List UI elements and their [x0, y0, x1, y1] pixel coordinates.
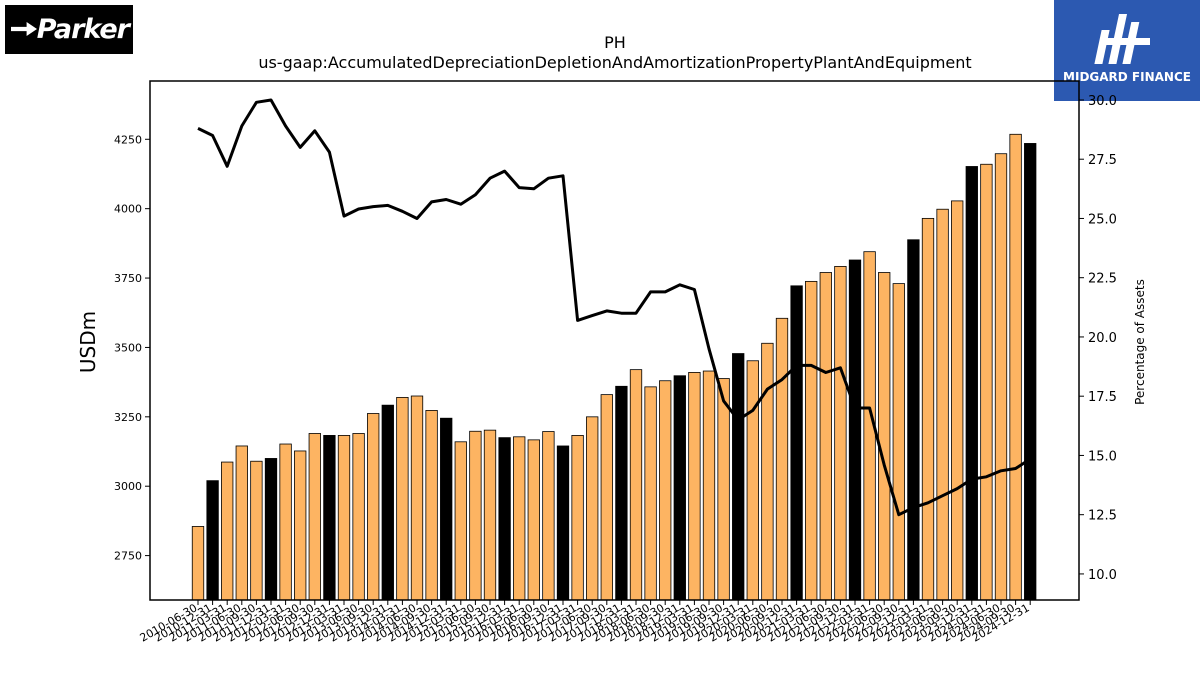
bar	[396, 396, 409, 601]
bar	[513, 436, 526, 601]
bar	[732, 353, 745, 601]
bar	[542, 431, 555, 601]
bar	[323, 435, 336, 601]
bar	[352, 433, 365, 601]
parker-logo: Parker	[5, 5, 133, 54]
bar	[235, 445, 248, 601]
y2-tick-label: 25.0	[1088, 212, 1117, 227]
bar	[191, 526, 205, 601]
bar	[644, 386, 657, 601]
bar	[819, 272, 832, 601]
y-axis-label: USDm	[76, 311, 100, 373]
bar	[221, 461, 234, 601]
bar	[381, 404, 394, 601]
bar	[746, 360, 759, 601]
y-tick-label: 3750	[114, 272, 142, 285]
bar	[1024, 143, 1037, 601]
bar	[965, 166, 978, 601]
bar	[425, 410, 438, 601]
y-tick-label: 3500	[114, 341, 142, 354]
bar	[907, 239, 920, 601]
parker-logo-text: Parker	[36, 14, 130, 45]
y2-tick-label: 22.5	[1088, 272, 1117, 287]
bar	[805, 280, 818, 601]
bar	[440, 417, 453, 601]
bar	[571, 435, 584, 601]
bar	[994, 153, 1008, 601]
y-tick-label: 4000	[114, 203, 142, 216]
bar	[454, 441, 467, 601]
bar	[264, 458, 278, 601]
y-tick-label: 3000	[114, 480, 142, 493]
bar	[878, 272, 891, 601]
bar	[702, 370, 716, 601]
bar	[951, 200, 964, 601]
bar	[556, 445, 570, 601]
y2-axis-label: Percentage of Assets	[1133, 279, 1147, 405]
y2-tick-label: 27.5	[1088, 153, 1117, 168]
bar	[337, 435, 351, 601]
bar	[775, 317, 789, 601]
bar	[688, 372, 701, 601]
bar	[936, 208, 949, 601]
bar	[600, 394, 613, 601]
chart-subtitle: us-gaap:AccumulatedDepreciationDepletion…	[258, 53, 971, 72]
bar	[761, 342, 774, 601]
bar	[586, 416, 599, 601]
bar	[1009, 133, 1022, 601]
bar	[250, 460, 263, 601]
chart-title: PH	[604, 33, 626, 52]
midgard-emblem-icon	[1094, 14, 1150, 64]
bar	[659, 380, 672, 601]
bar	[921, 217, 935, 601]
bar	[717, 378, 730, 601]
y-tick-label: 3250	[114, 411, 142, 424]
bar	[367, 413, 380, 601]
y2-tick-label: 17.5	[1088, 390, 1117, 405]
bar	[615, 385, 628, 601]
percentage-line	[197, 98, 1032, 517]
bar	[629, 369, 643, 601]
bar	[892, 283, 905, 601]
bar	[483, 429, 497, 601]
plot-frame	[149, 80, 1080, 601]
bar	[527, 439, 540, 601]
y2-tick-label: 10.0	[1088, 568, 1117, 583]
bar	[469, 430, 482, 601]
bar	[980, 163, 993, 601]
midgard-logo-text: MIDGARD FINANCE	[1063, 70, 1191, 84]
y-tick-label: 2750	[114, 550, 142, 563]
bar	[279, 443, 292, 601]
bar	[294, 450, 307, 601]
bar	[410, 395, 424, 601]
bar	[790, 285, 803, 601]
y2-tick-label: 30.0	[1088, 94, 1117, 109]
bar	[498, 437, 511, 601]
y2-tick-label: 12.5	[1088, 509, 1117, 524]
y-tick-label: 4250	[114, 133, 142, 146]
y2-tick-label: 15.0	[1088, 449, 1117, 464]
y2-tick-label: 20.0	[1088, 331, 1117, 346]
bar	[673, 375, 686, 601]
bar	[834, 265, 847, 601]
bar	[206, 480, 219, 601]
bar	[848, 259, 862, 601]
bar	[308, 433, 321, 601]
